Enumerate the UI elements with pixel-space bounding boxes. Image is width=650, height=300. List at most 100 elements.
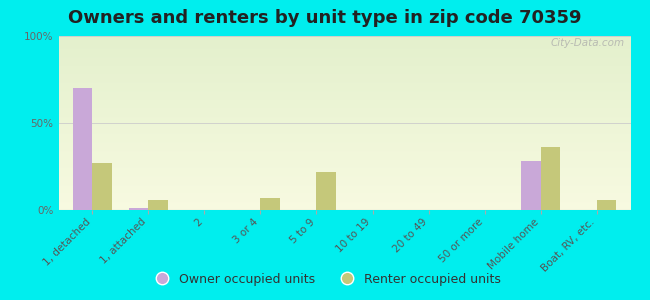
Bar	[58, 89, 630, 90]
Bar	[58, 159, 630, 160]
Bar	[58, 118, 630, 119]
Bar	[597, 200, 616, 210]
Bar	[58, 176, 630, 177]
Bar	[58, 77, 630, 78]
Bar	[58, 129, 630, 130]
Bar	[58, 193, 630, 194]
Bar	[58, 188, 630, 189]
Bar	[58, 79, 630, 80]
Bar	[58, 184, 630, 185]
Bar	[58, 137, 630, 138]
Bar	[58, 139, 630, 140]
Bar	[58, 138, 630, 139]
Bar	[58, 175, 630, 176]
Bar	[58, 95, 630, 96]
Bar	[58, 61, 630, 62]
Bar	[58, 90, 630, 91]
Bar	[58, 93, 630, 94]
Bar	[58, 48, 630, 49]
Bar	[58, 39, 630, 40]
Bar	[58, 96, 630, 97]
Bar	[58, 189, 630, 190]
Bar	[58, 206, 630, 207]
Bar	[58, 169, 630, 170]
Bar	[58, 120, 630, 121]
Bar	[58, 113, 630, 114]
Bar	[58, 50, 630, 51]
Bar	[58, 156, 630, 157]
Bar	[58, 52, 630, 53]
Bar	[58, 182, 630, 183]
Bar	[58, 71, 630, 72]
Bar	[58, 106, 630, 107]
Bar	[58, 94, 630, 95]
Bar	[58, 76, 630, 77]
Bar	[58, 67, 630, 68]
Bar	[58, 84, 630, 85]
Bar	[58, 174, 630, 175]
Bar	[521, 161, 541, 210]
Bar	[58, 42, 630, 43]
Bar	[58, 38, 630, 39]
Bar	[58, 104, 630, 105]
Bar	[58, 192, 630, 193]
Bar	[58, 130, 630, 131]
Bar	[58, 82, 630, 83]
Bar	[58, 146, 630, 147]
Bar	[58, 41, 630, 42]
Bar	[58, 44, 630, 45]
Bar	[58, 161, 630, 162]
Bar	[58, 177, 630, 178]
Bar	[58, 57, 630, 58]
Bar	[58, 55, 630, 56]
Bar	[541, 147, 560, 210]
Bar	[58, 141, 630, 142]
Bar	[58, 58, 630, 59]
Bar	[58, 164, 630, 165]
Bar	[317, 172, 336, 210]
Bar	[58, 88, 630, 89]
Bar	[58, 162, 630, 163]
Bar	[58, 81, 630, 82]
Bar	[58, 124, 630, 125]
Bar	[58, 86, 630, 87]
Bar	[58, 144, 630, 145]
Bar	[58, 209, 630, 210]
Bar	[58, 151, 630, 152]
Bar	[58, 65, 630, 66]
Bar	[58, 135, 630, 136]
Bar	[58, 100, 630, 101]
Bar	[148, 200, 168, 210]
Bar	[58, 98, 630, 99]
Bar	[58, 107, 630, 108]
Bar	[58, 99, 630, 100]
Bar	[58, 168, 630, 169]
Bar	[58, 190, 630, 191]
Bar	[58, 117, 630, 118]
Bar	[58, 47, 630, 48]
Bar	[58, 45, 630, 46]
Bar	[58, 74, 630, 75]
Bar	[58, 69, 630, 70]
Bar	[58, 49, 630, 50]
Bar	[58, 171, 630, 172]
Bar	[58, 207, 630, 208]
Bar	[58, 204, 630, 205]
Bar	[58, 194, 630, 195]
Bar	[58, 53, 630, 54]
Bar	[58, 203, 630, 204]
Bar	[58, 112, 630, 113]
Bar	[58, 165, 630, 166]
Bar	[58, 149, 630, 150]
Bar	[58, 119, 630, 120]
Bar	[58, 131, 630, 132]
Bar	[58, 166, 630, 167]
Bar	[261, 198, 280, 210]
Bar	[58, 37, 630, 38]
Bar	[58, 152, 630, 153]
Bar	[58, 167, 630, 168]
Bar	[58, 125, 630, 126]
Bar	[58, 91, 630, 92]
Bar	[58, 127, 630, 128]
Bar	[58, 78, 630, 79]
